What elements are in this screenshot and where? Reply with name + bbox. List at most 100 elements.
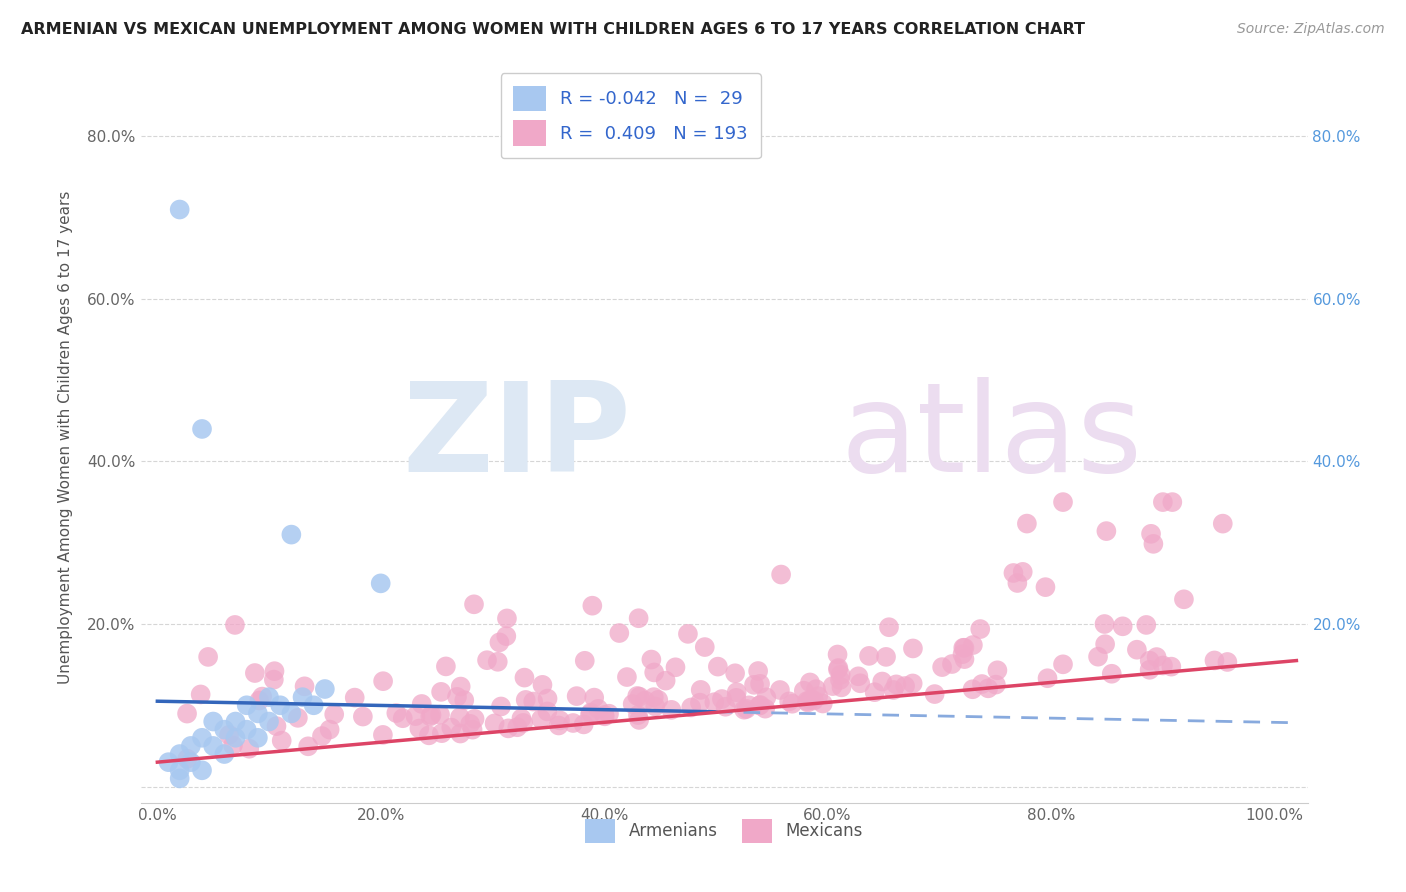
Point — [733, 703, 755, 717]
Point — [735, 702, 758, 716]
Point — [1112, 619, 1135, 633]
Point — [391, 711, 413, 725]
Point — [796, 695, 818, 709]
Point — [1095, 524, 1118, 538]
Point — [875, 649, 897, 664]
Point — [235, 698, 257, 713]
Point — [827, 661, 849, 675]
Point — [510, 711, 533, 725]
Point — [1101, 666, 1123, 681]
Point — [804, 682, 827, 697]
Y-axis label: Unemployment Among Women with Children Ages 6 to 17 years: Unemployment Among Women with Children A… — [59, 190, 73, 684]
Point — [755, 690, 778, 705]
Point — [250, 690, 273, 704]
Point — [703, 695, 725, 709]
Point — [243, 666, 266, 681]
Point — [458, 717, 481, 731]
Point — [287, 711, 309, 725]
Point — [235, 723, 257, 737]
Point — [531, 678, 554, 692]
Text: atlas: atlas — [841, 376, 1143, 498]
Point — [565, 689, 588, 703]
Point — [463, 597, 485, 611]
Legend: Armenians, Mexicans: Armenians, Mexicans — [578, 813, 870, 849]
Point — [266, 719, 288, 733]
Point — [385, 706, 408, 720]
Point — [962, 638, 984, 652]
Point — [748, 698, 770, 713]
Point — [714, 699, 737, 714]
Point — [828, 673, 851, 687]
Point — [643, 665, 665, 680]
Point — [169, 764, 191, 778]
Point — [434, 659, 457, 673]
Point — [572, 717, 595, 731]
Point — [738, 698, 761, 713]
Point — [664, 660, 686, 674]
Point — [830, 681, 852, 695]
Point — [536, 691, 558, 706]
Point — [1204, 653, 1226, 667]
Point — [197, 649, 219, 664]
Point — [724, 666, 747, 681]
Point — [1212, 516, 1234, 531]
Point — [449, 726, 471, 740]
Point — [429, 707, 451, 722]
Point — [598, 706, 620, 721]
Point — [562, 716, 585, 731]
Point — [863, 685, 886, 699]
Point — [883, 683, 905, 698]
Point — [169, 747, 191, 761]
Point — [176, 752, 198, 766]
Point — [1015, 516, 1038, 531]
Point — [488, 635, 510, 649]
Point — [894, 679, 917, 693]
Point — [616, 670, 638, 684]
Point — [931, 660, 953, 674]
Point — [1036, 671, 1059, 685]
Point — [323, 707, 346, 722]
Point — [846, 669, 869, 683]
Point — [1142, 537, 1164, 551]
Point — [419, 709, 441, 723]
Point — [977, 681, 1000, 696]
Point — [218, 728, 240, 742]
Point — [793, 683, 815, 698]
Point — [247, 693, 270, 707]
Point — [689, 696, 711, 710]
Point — [1152, 658, 1174, 673]
Point — [1160, 659, 1182, 673]
Point — [770, 567, 793, 582]
Point — [280, 527, 302, 541]
Point — [952, 640, 974, 655]
Point — [574, 654, 596, 668]
Point — [214, 747, 236, 761]
Point — [202, 714, 225, 729]
Point — [969, 622, 991, 636]
Point — [1161, 495, 1184, 509]
Point — [799, 675, 821, 690]
Point — [984, 678, 1007, 692]
Point — [654, 673, 676, 688]
Point — [710, 692, 733, 706]
Point — [676, 627, 699, 641]
Point — [270, 733, 292, 747]
Point — [941, 657, 963, 671]
Point — [311, 729, 333, 743]
Point — [689, 682, 711, 697]
Point — [257, 714, 280, 729]
Point — [803, 693, 825, 707]
Point — [1216, 655, 1239, 669]
Text: ZIP: ZIP — [402, 376, 631, 498]
Point — [586, 702, 609, 716]
Point — [512, 715, 534, 730]
Point — [583, 690, 606, 705]
Point — [408, 722, 430, 736]
Point — [799, 693, 821, 707]
Point — [461, 723, 484, 737]
Point — [1052, 657, 1074, 672]
Point — [821, 679, 844, 693]
Point — [343, 690, 366, 705]
Point — [884, 677, 907, 691]
Point — [238, 741, 260, 756]
